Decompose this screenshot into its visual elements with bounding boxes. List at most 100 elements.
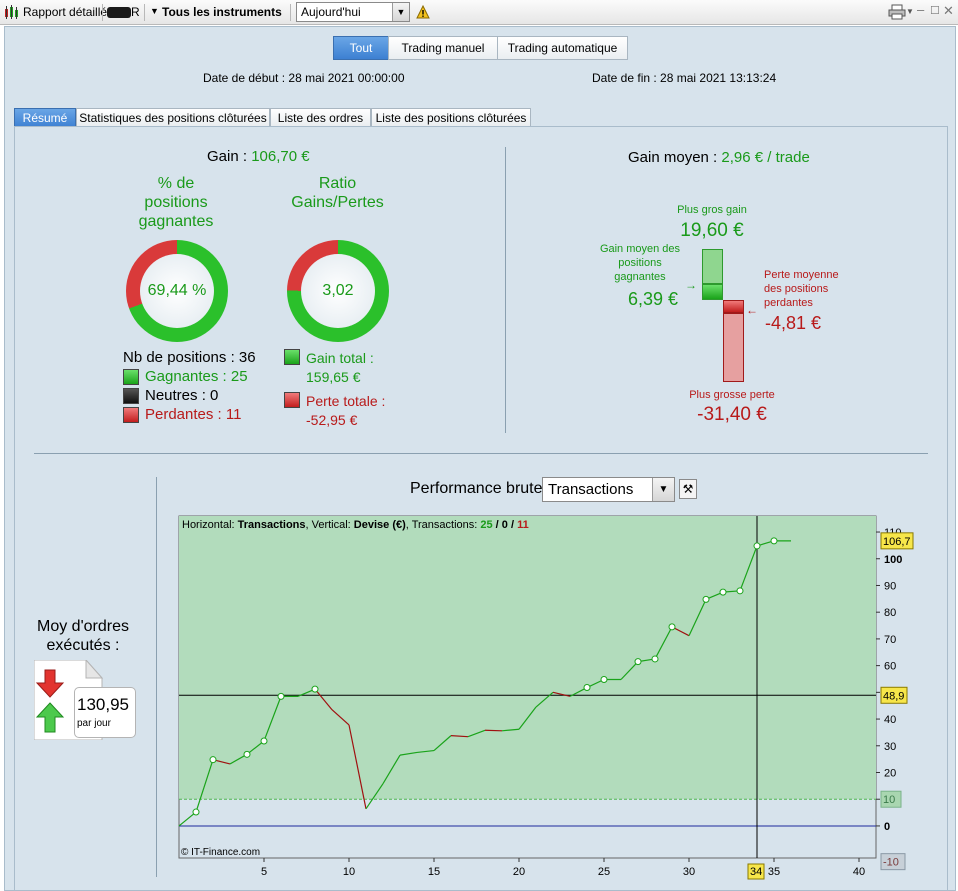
neutral-count: Neutres : 0	[145, 387, 219, 404]
orders-value: 130,95	[77, 695, 129, 714]
report-icon[interactable]	[4, 5, 20, 20]
win-pct-title: % de positions gagnantes	[126, 174, 226, 231]
instruments-menu[interactable]: Tous les instruments	[162, 5, 282, 19]
chart-copyright: © IT-Finance.com	[181, 847, 260, 858]
series-markers	[192, 537, 778, 816]
x-tick-label: 40	[853, 866, 865, 878]
data-point	[209, 756, 217, 764]
y-tick-label: 70	[884, 634, 896, 646]
mode-auto-button[interactable]: Trading automatique	[497, 36, 628, 60]
chevron-down-icon[interactable]: ▼	[392, 3, 409, 21]
winners-swatch	[123, 369, 139, 385]
x-tick-label: 5	[261, 866, 267, 878]
chevron-down-icon[interactable]: ▼	[906, 7, 914, 16]
total-loss-value: -52,95 €	[306, 412, 358, 428]
grid	[179, 516, 876, 858]
y-tick-label: 30	[884, 741, 896, 753]
data-point	[770, 537, 778, 545]
performance-select[interactable]: Transactions ▼	[542, 477, 675, 502]
worst-loss-value: -31,40 €	[697, 404, 767, 425]
series-segment	[552, 691, 571, 697]
tab-closed-stats[interactable]: Statistiques des positions clôturées	[76, 108, 270, 127]
avg-win-value: 6,39 €	[628, 289, 679, 309]
series-segment	[263, 696, 282, 742]
ratio-value: 3,02	[322, 282, 354, 299]
win-pct-title-line: % de	[157, 175, 195, 192]
report-button[interactable]: Rapport détaillé	[23, 5, 108, 19]
minimize-icon[interactable]: –	[917, 2, 925, 17]
chart-header-prefix: Horizontal:	[182, 519, 238, 531]
series-segment	[178, 811, 197, 827]
data-point	[583, 684, 591, 692]
series-segment	[246, 740, 265, 755]
mode-manual-button[interactable]: Trading manuel	[388, 36, 498, 60]
win-pct-donut-center	[140, 254, 214, 328]
close-icon[interactable]: ✕	[943, 3, 954, 18]
arrow-right-icon: →	[685, 278, 697, 292]
end-date: Date de fin : 28 mai 2021 13:13:24	[592, 71, 777, 85]
avg-win-label: Gain moyen des positions gagnantes	[590, 242, 690, 284]
chart-header-neutral: 0	[502, 519, 508, 531]
chevron-down-icon[interactable]: ▼	[150, 6, 159, 16]
tab-closed-list[interactable]: Liste des positions clôturées	[371, 108, 531, 127]
ratio-title-line: Ratio	[318, 175, 357, 192]
data-point	[192, 808, 200, 816]
data-point	[651, 655, 659, 663]
y-tick-label: 90	[884, 580, 896, 592]
min-label-box	[880, 853, 906, 871]
x-tick-label: 30	[683, 866, 695, 878]
data-point	[753, 542, 761, 550]
orders-unit: par jour	[77, 718, 111, 729]
data-point	[634, 658, 642, 666]
period-select[interactable]: Aujourd'hui ▼	[296, 2, 410, 22]
total-loss-swatch	[284, 392, 300, 408]
series-segment	[433, 735, 452, 752]
tab-summary[interactable]: Résumé	[14, 108, 76, 127]
chart-header-loss: 11	[517, 519, 529, 531]
avg-loss-label-line: des positions	[764, 283, 829, 295]
orders-title-line: Moy d'ordres	[37, 618, 129, 635]
start-date: Date de début : 28 mai 2021 00:00:00	[203, 71, 405, 85]
vertical-divider	[156, 477, 157, 877]
data-point	[702, 595, 710, 603]
maximize-icon[interactable]: ☐	[930, 5, 940, 17]
series-segment	[467, 729, 486, 738]
total-loss-label: Perte totale :	[306, 393, 386, 409]
axes: 5101520253035400102030406070809010011010…	[261, 527, 914, 880]
series-segment	[739, 545, 758, 592]
data-point	[277, 692, 285, 700]
mode-all-button[interactable]: Tout	[333, 36, 389, 60]
print-icon[interactable]	[888, 4, 906, 20]
plot-positive-area	[179, 516, 876, 800]
period-select-value: Aujourd'hui	[301, 5, 361, 19]
total-gain-value: 159,65 €	[306, 369, 361, 385]
y-tick-label: 60	[884, 661, 896, 673]
chevron-down-icon[interactable]: ▼	[652, 478, 674, 501]
x-tick-label: 20	[513, 866, 525, 878]
tab-orders[interactable]: Liste des ordres	[270, 108, 371, 127]
series-segment	[348, 724, 367, 809]
best-gain-label: Plus gros gain	[677, 204, 747, 216]
performance-title: Performance brute	[410, 480, 543, 497]
account-label[interactable]: R	[131, 5, 140, 19]
data-point	[600, 676, 608, 684]
data-point	[736, 587, 744, 595]
data-point	[668, 623, 676, 631]
ratio-title-line: Gains/Pertes	[291, 194, 384, 211]
y-tick-label: 100	[884, 554, 902, 566]
ratio-donut-center	[301, 254, 375, 328]
crosshair-y-label: 48,9	[883, 690, 904, 702]
wrench-icon[interactable]: ⚒	[679, 479, 697, 499]
series-segment	[484, 729, 503, 732]
series-segment	[416, 749, 435, 754]
crosshair-x-label: 34	[750, 866, 762, 878]
arrow-left-icon: ←	[746, 303, 758, 317]
warning-icon[interactable]	[416, 4, 430, 19]
total-gain-label: Gain total :	[306, 350, 374, 366]
series-segment	[501, 728, 520, 732]
series-segment	[535, 691, 554, 708]
threshold-label-box	[880, 790, 902, 808]
worst-loss-bar	[723, 313, 744, 382]
winners-count: Gagnantes : 25	[145, 368, 248, 385]
account-icon	[107, 7, 131, 18]
